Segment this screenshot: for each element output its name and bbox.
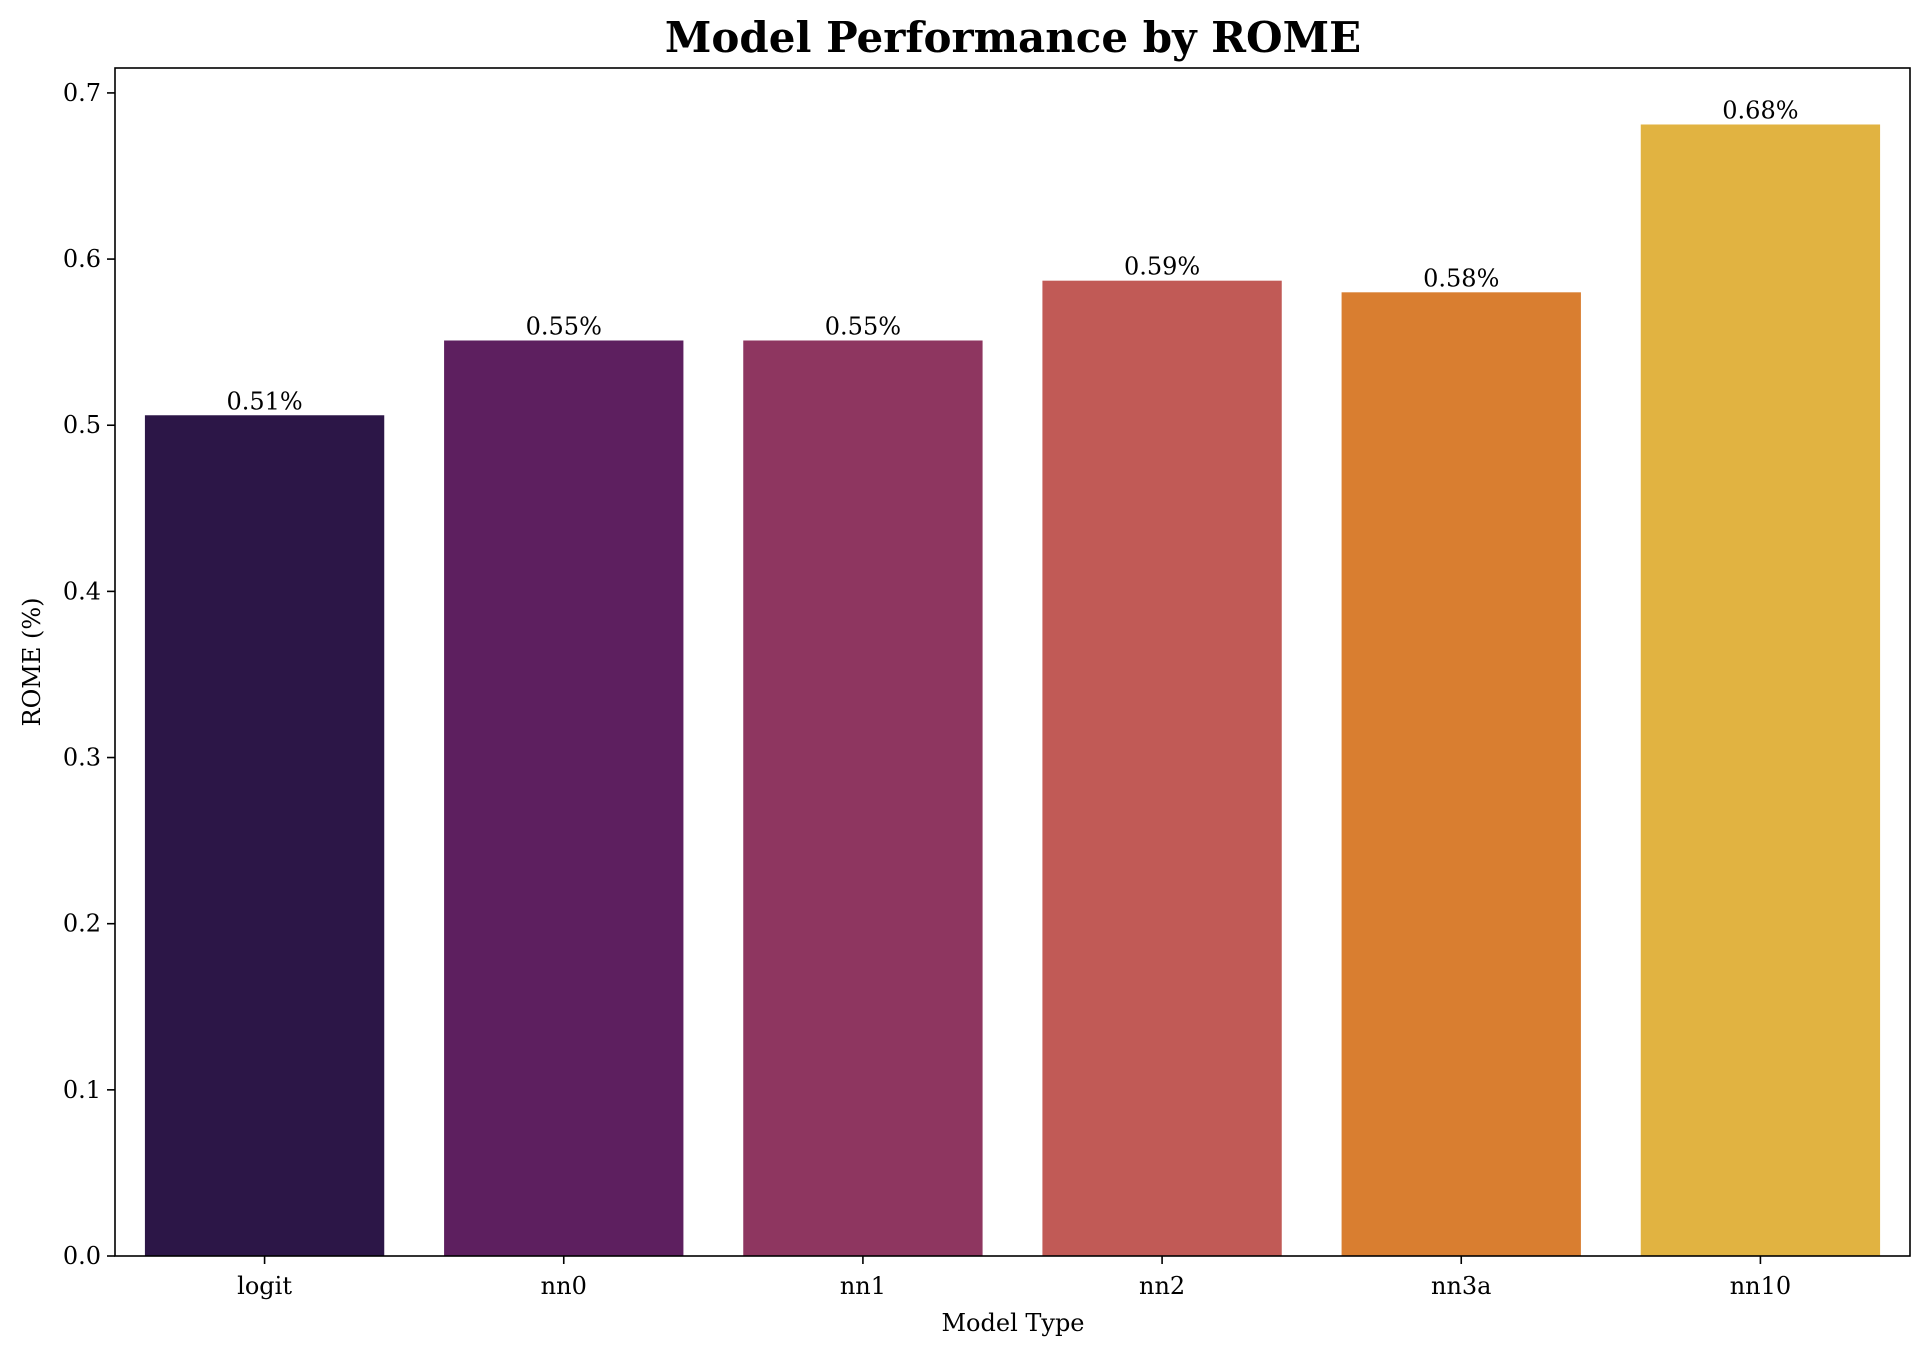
- data-label-nn0: 0.55%: [526, 312, 602, 340]
- bar-nn1: [743, 340, 983, 1256]
- y-tick-label-0.3: 0.3: [63, 744, 101, 772]
- x-tick-label-nn1: nn1: [840, 1272, 886, 1300]
- x-tick-label-nn0: nn0: [541, 1272, 587, 1300]
- y-tick-label-0.2: 0.2: [63, 910, 101, 938]
- data-label-nn2: 0.59%: [1124, 253, 1200, 281]
- bar-nn3a: [1341, 292, 1581, 1256]
- y-axis: 0.0 0.1 0.2 0.3 0.4 0.5 0.6 0.7: [63, 79, 115, 1270]
- bar-logit: [144, 415, 385, 1256]
- data-label-nn10: 0.68%: [1722, 96, 1798, 124]
- y-axis-title: ROME (%): [18, 598, 46, 727]
- y-tick-label-0.4: 0.4: [63, 577, 101, 605]
- y-tick-label-0.6: 0.6: [63, 245, 101, 273]
- y-tick-label-0.0: 0.0: [63, 1242, 101, 1270]
- bar-nn0: [444, 340, 684, 1256]
- plot-frame: [114, 67, 1911, 1257]
- y-tick-label-0.1: 0.1: [63, 1076, 101, 1104]
- bars-layer: [144, 124, 1881, 1257]
- y-tick-label-0.7: 0.7: [63, 79, 101, 107]
- bar-nn2: [1042, 280, 1282, 1257]
- bar-nn10: [1640, 124, 1881, 1256]
- y-tick-label-0.5: 0.5: [63, 411, 101, 439]
- data-label-nn1: 0.55%: [825, 312, 901, 340]
- data-label-logit: 0.51%: [226, 387, 302, 415]
- x-tick-label-nn2: nn2: [1139, 1272, 1185, 1300]
- x-tick-label-logit: logit: [237, 1272, 292, 1300]
- x-axis-title: Model Type: [941, 1309, 1084, 1337]
- x-axis: logit nn0 nn1 nn2 nn3a nn10: [237, 1256, 1791, 1300]
- data-labels-layer: 0.51% 0.55% 0.55% 0.59% 0.58% 0.68%: [226, 96, 1798, 415]
- x-tick-label-nn3a: nn3a: [1431, 1272, 1492, 1300]
- chart-title: Model Performance by ROME: [665, 13, 1361, 62]
- x-tick-label-nn10: nn10: [1730, 1272, 1791, 1300]
- data-label-nn3a: 0.58%: [1423, 264, 1499, 292]
